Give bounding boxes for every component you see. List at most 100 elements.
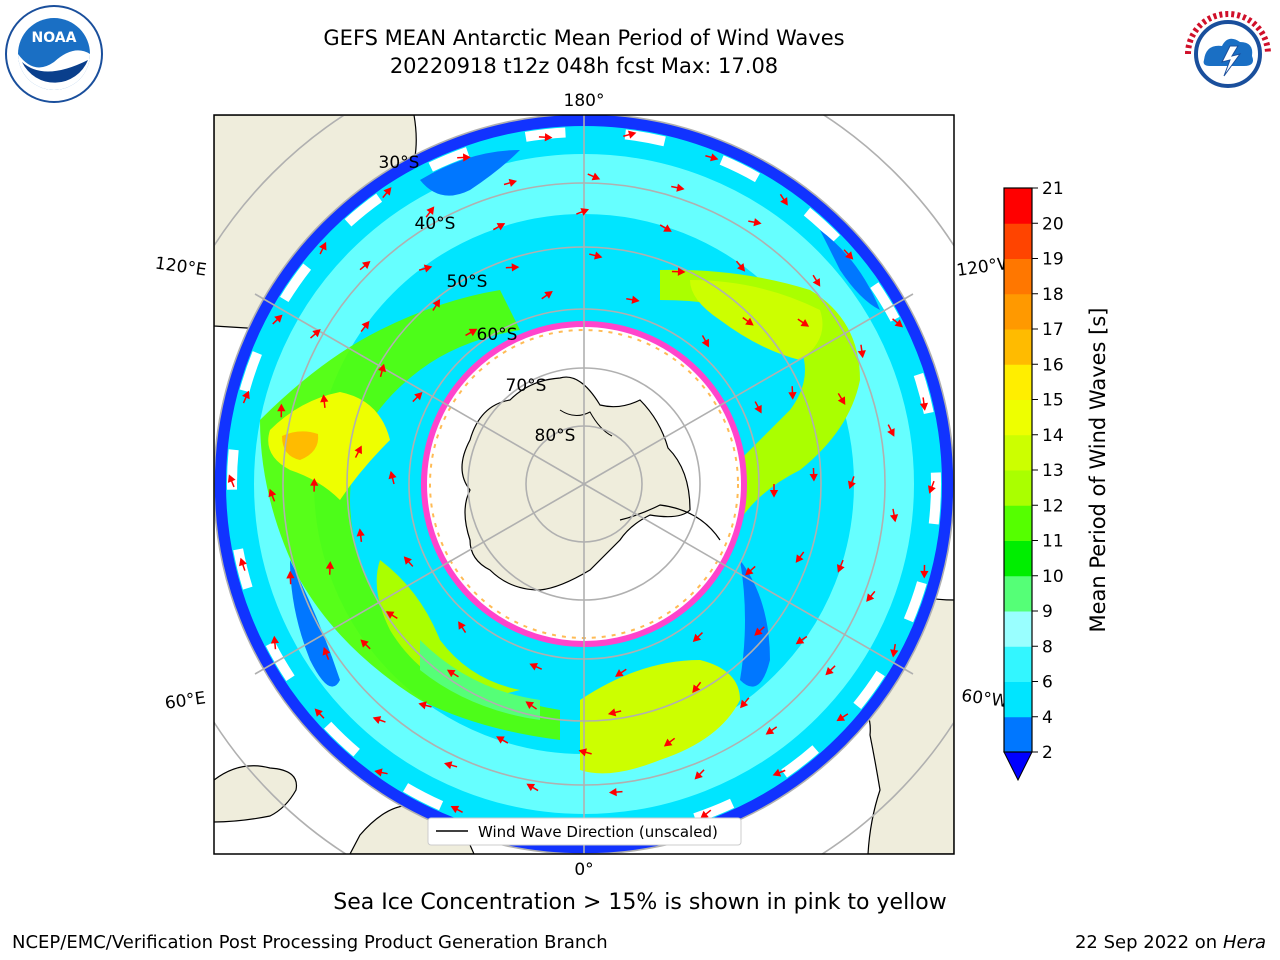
colorbar-tick-label: 21 <box>1042 179 1064 199</box>
wave-direction-arrowhead <box>837 396 846 405</box>
map-frame <box>213 114 955 855</box>
wave-direction-arrowhead <box>692 633 702 643</box>
colorbar-under-triangle <box>1003 751 1033 782</box>
wave-direction-arrowhead <box>319 241 327 251</box>
wave-direction-arrowhead <box>462 153 471 162</box>
colorbar-swatch <box>1004 681 1032 718</box>
colorbar-tick-label: 17 <box>1042 320 1064 340</box>
colorbar-tick-label: 6 <box>1042 673 1053 693</box>
wave-direction-arrowhead <box>378 363 387 373</box>
colorbar-label: Mean Period of Wind Waves [s] <box>1086 307 1110 633</box>
nws-logo <box>1180 6 1276 102</box>
colorbar-swatch <box>1004 329 1032 365</box>
colorbar-swatch <box>1004 575 1032 612</box>
graticule <box>214 115 954 854</box>
wave-direction-arrowhead <box>356 528 365 537</box>
wave-direction-arrowhead <box>372 716 382 724</box>
wave-direction-arrowhead <box>919 402 929 411</box>
wave-direction-arrowhead <box>450 805 460 814</box>
wave-direction-arrowhead <box>700 810 709 819</box>
wave-direction-arrowhead <box>663 224 672 232</box>
wave-direction-arrowhead <box>710 153 719 162</box>
colorbar-swatch <box>1004 716 1032 753</box>
wave-direction-arrowhead <box>426 206 435 215</box>
wave-direction-arrowhead <box>544 133 553 142</box>
sea-ice-note: Sea Ice Concentration > 15% is shown in … <box>333 890 947 915</box>
wave-direction-arrowhead <box>525 701 535 710</box>
wave-direction-arrowhead <box>511 263 520 272</box>
chart-title: GEFS MEAN Antarctic Mean Period of Wind … <box>323 26 845 50</box>
colorbar-tick-label: 11 <box>1042 532 1064 552</box>
wave-direction-arrowhead <box>780 197 788 206</box>
wave-direction-arrowhead <box>800 319 810 327</box>
lon-label-60e: 60°E <box>164 688 207 713</box>
wave-direction-arrowhead <box>627 130 637 139</box>
wave-direction-arrowhead <box>274 314 283 323</box>
wave-direction-arrowhead <box>894 319 904 328</box>
wave-direction-arrowhead <box>239 557 247 567</box>
wave-direction-arrowhead <box>578 748 587 757</box>
credit-date: 22 Sep 2022 on Hera <box>1075 932 1266 953</box>
lat-label-50s: 50°S <box>447 272 488 292</box>
wave-direction-arrowhead <box>701 338 709 348</box>
colorbar-swatch <box>1004 293 1032 330</box>
colorbar-tick-label: 8 <box>1042 637 1053 657</box>
wave-direction-arrowhead <box>866 593 875 602</box>
wave-direction-arrowhead <box>286 570 295 579</box>
lat-label-30s: 30°S <box>379 153 420 173</box>
colorbar-tick-label: 12 <box>1042 496 1064 516</box>
wave-direction-arrowhead <box>631 295 640 304</box>
wind-wave-arrows <box>227 130 936 838</box>
wave-direction-arrowhead <box>361 320 370 330</box>
lon-label-180: 180° <box>564 91 605 111</box>
noaa-logo-text: NOAA <box>32 30 77 46</box>
wave-direction-arrowhead <box>468 328 478 337</box>
colorbar-tick-label: 18 <box>1042 285 1064 305</box>
wave-direction-arrowhead <box>788 391 797 400</box>
colorbar-swatch <box>1004 505 1032 541</box>
wave-direction-arrowhead <box>772 768 782 777</box>
lon-label-60w: 60°W <box>960 686 1009 712</box>
wave-direction-arrowhead <box>608 787 617 797</box>
colorbar-tick-label: 4 <box>1042 708 1053 728</box>
wave-direction-arrowhead <box>508 178 518 187</box>
wave-direction-arrowhead <box>383 187 392 196</box>
wave-direction-arrowhead <box>753 218 762 227</box>
colorbar-swatch <box>1004 399 1032 436</box>
antarctica-land <box>461 376 691 591</box>
wave-direction-arrowhead <box>388 470 397 480</box>
wave-direction-arrowhead <box>857 350 866 359</box>
wave-direction-arrowhead <box>754 404 762 414</box>
colorbar-swatch <box>1004 364 1032 400</box>
wave-direction-arrowhead <box>361 261 371 270</box>
credit-branch: NCEP/EMC/Verification Post Processing Pr… <box>12 932 608 953</box>
wave-direction-arrowhead <box>496 736 505 744</box>
wave-direction-arrowhead <box>432 299 441 308</box>
africa-land <box>214 765 298 823</box>
wave-direction-arrowhead <box>795 636 805 645</box>
lat-label-60s: 60°S <box>477 325 518 345</box>
colorbar-tick-label: 2 <box>1042 743 1053 763</box>
colorbar-swatch <box>1004 223 1032 259</box>
wave-direction-arrowhead <box>374 768 383 777</box>
wave-direction-arrowhead <box>920 570 929 579</box>
colorbar-swatch <box>1004 470 1032 506</box>
wave-direction-arrowhead <box>745 567 754 576</box>
wave-direction-arrowhead <box>591 172 601 181</box>
wave-direction-arrowhead <box>836 713 846 722</box>
wave-direction-arrowhead <box>446 669 456 678</box>
colorbar: 2 4 6 8 9 10 11 12 13 14 15 16 17 18 19 20 21 <box>1003 179 1064 782</box>
wave-direction-arrowhead <box>745 317 754 326</box>
colorbar-tick-label: 19 <box>1042 250 1064 270</box>
colorbar-tick-label: 9 <box>1042 602 1053 622</box>
wave-direction-arrowhead <box>270 635 280 644</box>
wave-direction-arrowhead <box>277 403 286 412</box>
wave-direction-arrowhead <box>496 223 506 231</box>
colorbar-swatch <box>1004 646 1032 682</box>
wave-direction-arrowhead <box>580 208 589 216</box>
wave-direction-arrowhead <box>889 514 899 523</box>
wave-direction-arrowhead <box>769 489 779 498</box>
wave-direction-arrowhead <box>663 738 673 747</box>
wave-direction-arrowhead <box>418 701 427 710</box>
wave-direction-arrowhead <box>812 278 821 287</box>
